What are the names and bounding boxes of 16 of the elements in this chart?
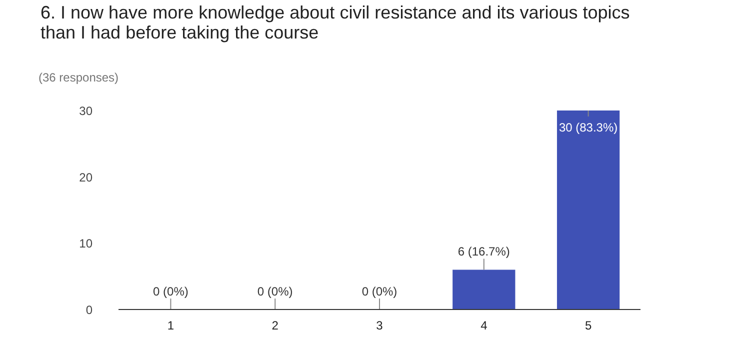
data-label: 0 (0%) — [362, 284, 398, 298]
chart-title: 6. I now have more knowledge about civil resistance and its various topics than I had before taking the course — [40, 2, 630, 42]
data-label: 0 (0%) — [257, 284, 293, 298]
chart-subtitle: (36 responses) — [38, 70, 119, 84]
x-tick-label: 1 — [167, 318, 174, 332]
x-tick-label: 5 — [584, 318, 592, 332]
x-tick-label: 4 — [480, 318, 488, 332]
data-label: 0 (0%) — [153, 284, 188, 298]
data-label: 6 (16.7%) — [458, 244, 510, 259]
y-tick-label: 0 — [86, 303, 93, 317]
y-tick-label: 20 — [79, 170, 93, 184]
y-tick-label: 30 — [79, 104, 93, 118]
x-tick-label: 2 — [272, 318, 279, 332]
data-label: 30 (83.3%) — [558, 120, 618, 134]
x-tick-label: 3 — [376, 318, 384, 332]
y-tick-label: 10 — [79, 236, 93, 251]
